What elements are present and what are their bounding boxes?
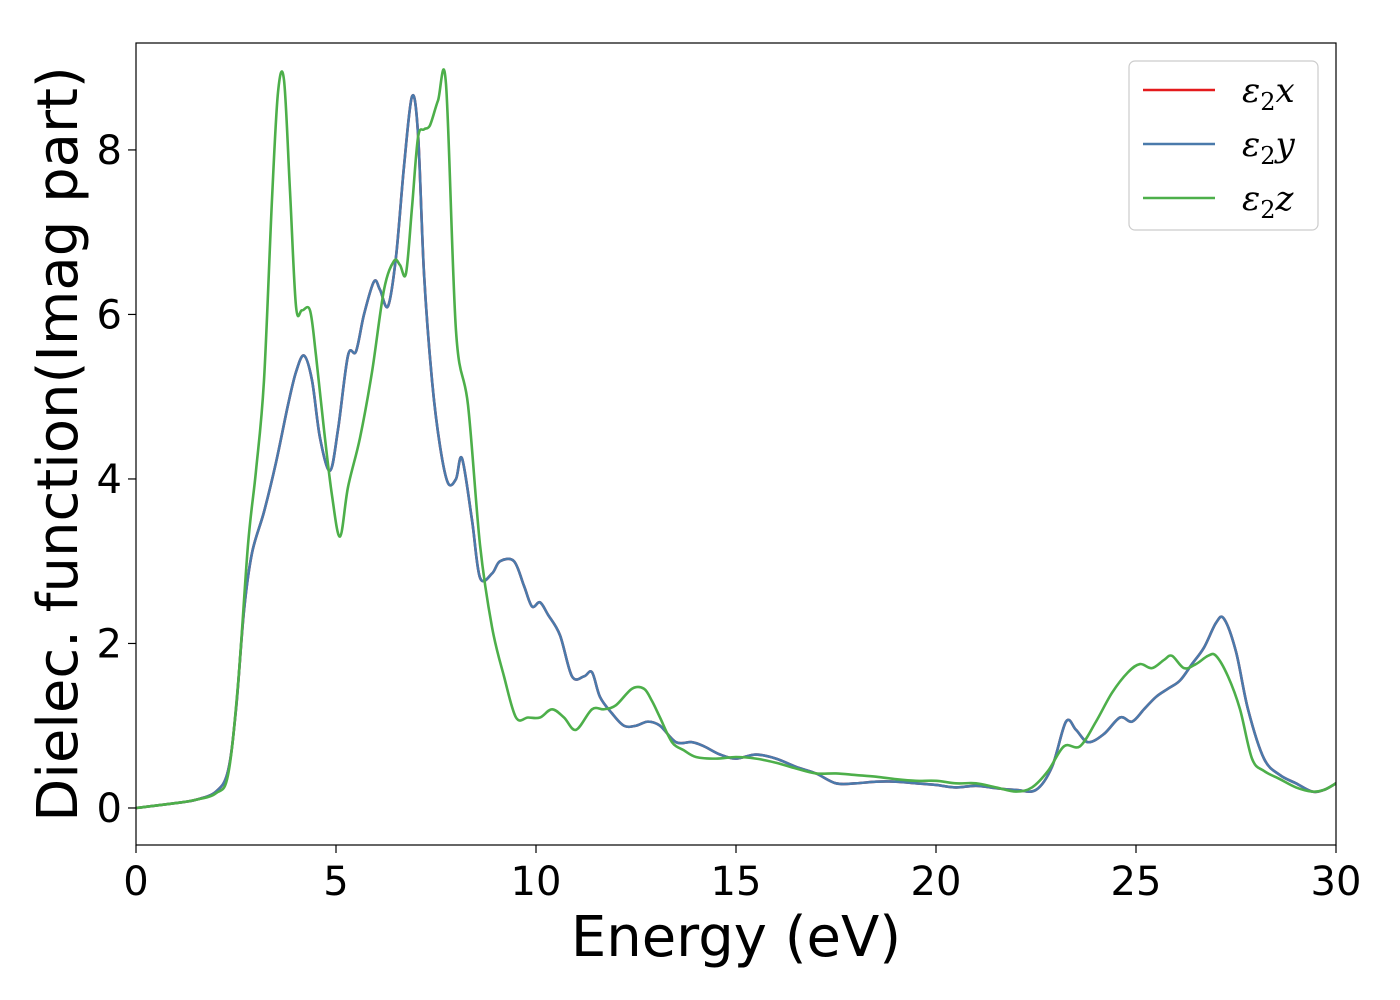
y-tick-label: 2 [97, 621, 122, 667]
x-tick-label: 30 [1311, 859, 1362, 905]
y-axis-ticks: 0 2 4 6 8 [97, 128, 136, 832]
legend-box [1128, 60, 1319, 231]
legend-label-y: ε2y [1242, 125, 1296, 170]
x-axis-ticks: 0 5 10 15 20 25 30 [123, 845, 1361, 905]
y-axis-title: Dielec. function(Imag part) [26, 66, 91, 822]
y-tick-label: 0 [97, 786, 122, 832]
legend-label-z: ε2z [1242, 179, 1295, 224]
y-tick-label: 4 [97, 457, 122, 503]
series-line-y [136, 93, 1336, 810]
x-tick-label: 5 [323, 859, 348, 905]
y-tick-label: 8 [97, 128, 122, 174]
x-tick-label: 0 [123, 859, 148, 905]
series-layer [136, 68, 1336, 810]
x-tick-label: 20 [911, 859, 962, 905]
series-line-z [136, 68, 1336, 810]
legend: ε2x ε2y ε2z [1128, 60, 1319, 231]
x-axis-title: Energy (eV) [571, 905, 901, 970]
x-tick-label: 10 [511, 859, 562, 905]
x-tick-label: 25 [1111, 859, 1162, 905]
legend-label-x: ε2x [1242, 71, 1295, 116]
x-tick-label: 15 [711, 859, 762, 905]
y-tick-label: 6 [97, 292, 122, 338]
